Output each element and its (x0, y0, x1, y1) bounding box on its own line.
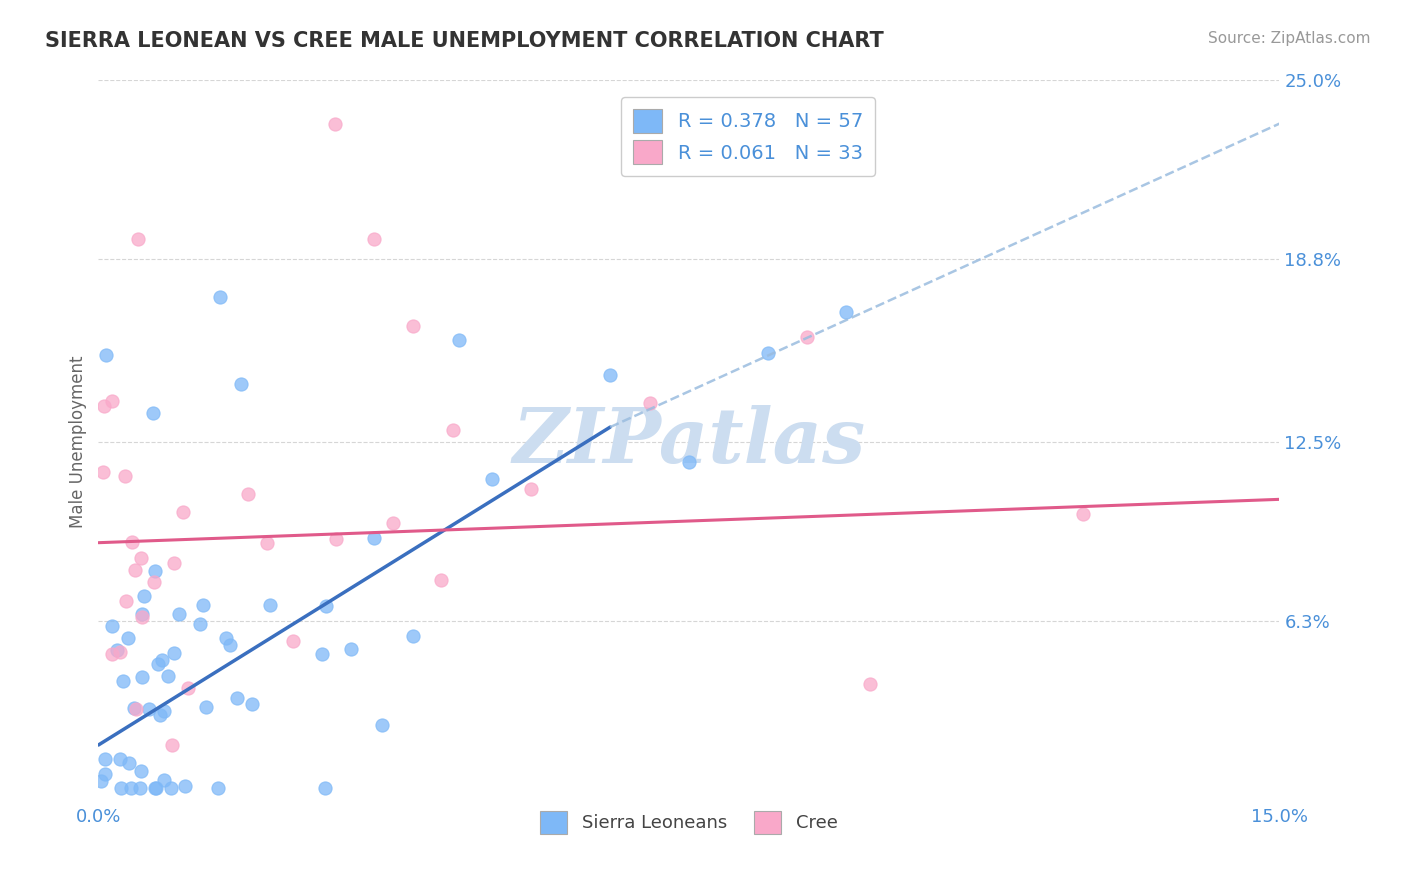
Point (756, 345, 779, 359)
Point (108, 645, 131, 659)
Point (225, 691, 247, 706)
Point (323, 117, 346, 131)
Point (122, 701, 145, 715)
Point (90, 773, 112, 788)
Point (129, 551, 152, 566)
Point (215, 631, 238, 645)
Point (678, 455, 700, 469)
Point (101, 648, 124, 662)
Point (112, 673, 135, 688)
Point (370, 718, 392, 732)
Point (131, 610, 153, 624)
Point (363, 232, 385, 246)
Point (172, 505, 194, 519)
Point (128, 781, 150, 796)
Point (174, 780, 197, 794)
Point (132, 589, 155, 603)
Point (240, 697, 263, 711)
Point (146, 657, 169, 671)
Point (236, 487, 259, 501)
Point (142, 406, 165, 420)
Point (131, 670, 153, 684)
Point (162, 738, 184, 752)
Point (447, 334, 470, 348)
Point (481, 472, 503, 486)
Point (143, 781, 166, 796)
Point (859, 677, 882, 691)
Point (153, 772, 176, 787)
Text: Source: ZipAtlas.com: Source: ZipAtlas.com (1208, 31, 1371, 46)
Point (160, 781, 183, 796)
Point (430, 573, 453, 587)
Point (520, 482, 543, 496)
Point (94, 348, 117, 362)
Point (340, 642, 363, 657)
Point (835, 305, 858, 319)
Point (176, 681, 198, 695)
Point (363, 531, 385, 545)
Point (120, 781, 142, 796)
Point (325, 532, 347, 546)
Point (167, 607, 190, 622)
Point (101, 619, 124, 633)
Point (256, 535, 278, 549)
Point (311, 647, 333, 661)
Point (114, 469, 136, 483)
Point (162, 646, 184, 660)
Point (281, 634, 304, 648)
Point (207, 781, 229, 796)
Point (110, 781, 132, 796)
Point (796, 330, 818, 344)
Point (150, 653, 173, 667)
Point (153, 704, 176, 718)
Point (138, 702, 160, 716)
Point (382, 516, 405, 531)
Point (259, 598, 281, 612)
Point (108, 751, 131, 765)
Point (188, 617, 211, 632)
Point (218, 638, 240, 652)
Point (131, 607, 153, 621)
Point (124, 563, 146, 577)
Legend: Sierra Leoneans, Cree: Sierra Leoneans, Cree (533, 805, 845, 841)
Point (117, 631, 139, 645)
Point (638, 396, 661, 410)
Point (101, 393, 124, 408)
Point (94, 752, 117, 766)
Point (231, 376, 253, 391)
Point (115, 594, 138, 608)
Point (402, 629, 425, 643)
Y-axis label: Male Unemployment: Male Unemployment (69, 355, 87, 528)
Point (157, 669, 180, 683)
Point (125, 702, 148, 716)
Point (208, 290, 231, 304)
Point (91, 465, 114, 479)
Point (121, 534, 143, 549)
Point (131, 764, 153, 779)
Point (402, 318, 425, 333)
Point (191, 598, 214, 612)
Point (194, 699, 217, 714)
Point (105, 643, 128, 657)
Point (314, 781, 336, 796)
Point (118, 756, 141, 770)
Text: ZIPatlas: ZIPatlas (512, 405, 866, 478)
Point (599, 368, 621, 383)
Point (94, 767, 117, 781)
Point (127, 232, 149, 246)
Point (145, 564, 167, 578)
Text: SIERRA LEONEAN VS CREE MALE UNEMPLOYMENT CORRELATION CHART: SIERRA LEONEAN VS CREE MALE UNEMPLOYMENT… (45, 31, 884, 51)
Point (145, 781, 167, 796)
Point (1071, 507, 1094, 521)
Point (149, 708, 172, 723)
Point (142, 574, 165, 589)
Point (315, 599, 337, 614)
Point (93, 400, 115, 414)
Point (441, 423, 464, 437)
Point (163, 556, 186, 570)
